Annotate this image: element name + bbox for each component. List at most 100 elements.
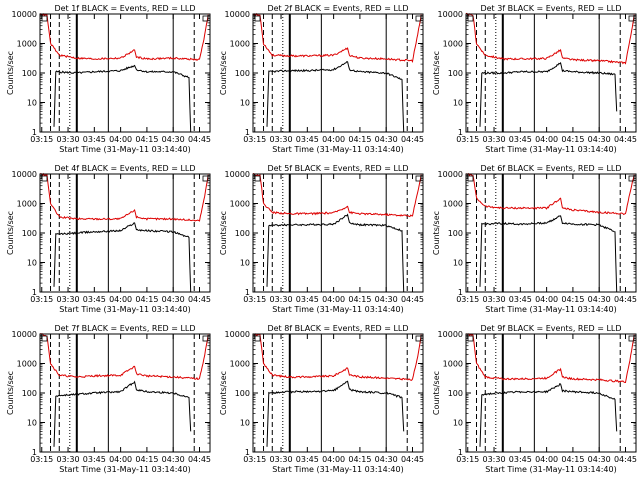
y-tick-label: 1 bbox=[32, 128, 37, 137]
plot-frame bbox=[252, 173, 424, 293]
x-tick-label: 03:30 bbox=[270, 295, 293, 304]
x-tick-label: 03:45 bbox=[296, 295, 319, 304]
x-tick-label: 03:45 bbox=[83, 135, 106, 144]
y-tick-label: 10000 bbox=[225, 10, 250, 19]
x-tick-label: 04:30 bbox=[588, 455, 611, 464]
x-tick-label: 04:15 bbox=[135, 455, 158, 464]
x-tick-label: 04:00 bbox=[535, 135, 558, 144]
x-tick-label: 03:15 bbox=[243, 455, 266, 464]
x-tick-label: 04:00 bbox=[109, 135, 132, 144]
x-tick-label: 04:30 bbox=[375, 135, 398, 144]
x-tick-label: 04:45 bbox=[401, 455, 424, 464]
x-tick-label: 03:30 bbox=[483, 455, 506, 464]
panel-title: Det 4f BLACK = Events, RED = LLD bbox=[54, 164, 195, 173]
panel: Det 6f BLACK = Events, RED = LLD 1 10 100 10… bbox=[432, 164, 637, 314]
y-axis-label: Counts/sec bbox=[219, 371, 228, 415]
x-tick-label: 04:15 bbox=[561, 295, 584, 304]
marker-box bbox=[254, 15, 261, 22]
series-events bbox=[479, 215, 618, 293]
x-tick-label: 03:30 bbox=[483, 295, 506, 304]
x-tick-label: 04:45 bbox=[188, 295, 211, 304]
series-lld bbox=[39, 12, 209, 61]
x-tick-label: 03:15 bbox=[243, 295, 266, 304]
x-tick-label: 03:15 bbox=[456, 295, 479, 304]
x-tick-label: 04:30 bbox=[588, 295, 611, 304]
y-tick-label: 10000 bbox=[12, 330, 37, 339]
y-axis-label: Counts/sec bbox=[432, 211, 441, 255]
panel: Det 2f BLACK = Events, RED = LLD 1 10 100 10… bbox=[219, 4, 424, 154]
y-tick-label: 10000 bbox=[12, 170, 37, 179]
x-tick-label: 04:15 bbox=[348, 295, 371, 304]
x-tick-label: 03:15 bbox=[456, 135, 479, 144]
y-axis-label: Counts/sec bbox=[432, 51, 441, 95]
x-axis-label: Start Time (31-May-11 03:14:40) bbox=[485, 145, 616, 154]
x-tick-label: 04:30 bbox=[375, 295, 398, 304]
x-tick-label: 04:00 bbox=[322, 455, 345, 464]
y-tick-label: 100 bbox=[22, 229, 37, 238]
y-tick-label: 1 bbox=[458, 288, 463, 297]
series-lld bbox=[39, 172, 209, 222]
x-tick-label: 03:15 bbox=[456, 455, 479, 464]
x-axis-label: Start Time (31-May-11 03:14:40) bbox=[272, 465, 403, 474]
series-events bbox=[53, 222, 192, 293]
x-tick-label: 04:30 bbox=[162, 295, 185, 304]
series-lld bbox=[253, 173, 422, 218]
x-tick-label: 03:45 bbox=[509, 135, 532, 144]
series-lld bbox=[465, 333, 635, 384]
x-tick-label: 04:00 bbox=[322, 135, 345, 144]
y-tick-label: 10 bbox=[453, 259, 463, 268]
y-axis-label: Counts/sec bbox=[6, 51, 15, 95]
x-tick-label: 04:00 bbox=[109, 295, 132, 304]
y-tick-label: 100 bbox=[235, 389, 250, 398]
panel-title: Det 7f BLACK = Events, RED = LLD bbox=[54, 324, 195, 333]
series-events bbox=[266, 61, 405, 133]
y-tick-label: 1000 bbox=[230, 360, 250, 369]
x-tick-label: 03:45 bbox=[509, 295, 532, 304]
x-tick-label: 04:15 bbox=[561, 135, 584, 144]
x-tick-label: 03:30 bbox=[57, 455, 80, 464]
y-tick-label: 10 bbox=[27, 99, 37, 108]
x-axis-label: Start Time (31-May-11 03:14:40) bbox=[485, 465, 616, 474]
x-tick-label: 04:30 bbox=[588, 135, 611, 144]
y-tick-label: 10000 bbox=[12, 10, 37, 19]
x-tick-label: 04:30 bbox=[375, 455, 398, 464]
y-axis-label: Counts/sec bbox=[6, 371, 15, 415]
x-tick-label: 04:00 bbox=[322, 295, 345, 304]
plot-frame bbox=[465, 173, 637, 293]
x-tick-label: 03:30 bbox=[270, 455, 293, 464]
y-tick-label: 100 bbox=[448, 229, 463, 238]
x-tick-label: 03:30 bbox=[57, 295, 80, 304]
y-tick-label: 10000 bbox=[225, 330, 250, 339]
y-tick-label: 100 bbox=[235, 229, 250, 238]
x-tick-label: 03:15 bbox=[30, 295, 53, 304]
y-tick-label: 10000 bbox=[225, 170, 250, 179]
marker-box bbox=[41, 175, 48, 182]
y-tick-label: 1000 bbox=[17, 200, 37, 209]
x-axis-label: Start Time (31-May-11 03:14:40) bbox=[272, 305, 403, 314]
panel-title: Det 2f BLACK = Events, RED = LLD bbox=[267, 4, 408, 13]
marker-box bbox=[467, 15, 474, 22]
panel: Det 1f BLACK = Events, RED = LLD 1 10 100 10… bbox=[6, 4, 211, 154]
x-tick-label: 03:45 bbox=[83, 455, 106, 464]
y-tick-label: 1000 bbox=[443, 40, 463, 49]
x-tick-label: 03:45 bbox=[509, 455, 532, 464]
x-tick-label: 03:45 bbox=[296, 135, 319, 144]
x-tick-label: 04:15 bbox=[348, 135, 371, 144]
panel-title: Det 3f BLACK = Events, RED = LLD bbox=[480, 4, 621, 13]
y-tick-label: 1 bbox=[245, 128, 250, 137]
y-tick-label: 10 bbox=[453, 419, 463, 428]
series-lld bbox=[252, 12, 422, 63]
y-tick-label: 1000 bbox=[443, 200, 463, 209]
plot-frame bbox=[465, 13, 637, 133]
y-tick-label: 10000 bbox=[438, 10, 463, 19]
marker-box bbox=[254, 335, 261, 342]
x-tick-label: 04:00 bbox=[109, 455, 132, 464]
x-axis-label: Start Time (31-May-11 03:14:40) bbox=[59, 145, 190, 154]
plot-frame bbox=[39, 13, 211, 133]
series-lld bbox=[465, 172, 635, 216]
y-tick-label: 1 bbox=[245, 288, 250, 297]
y-tick-label: 1000 bbox=[17, 360, 37, 369]
marker-box bbox=[254, 175, 261, 182]
series-events bbox=[266, 213, 405, 293]
panel: Det 5f BLACK = Events, RED = LLD 1 10 100 10… bbox=[219, 164, 424, 314]
